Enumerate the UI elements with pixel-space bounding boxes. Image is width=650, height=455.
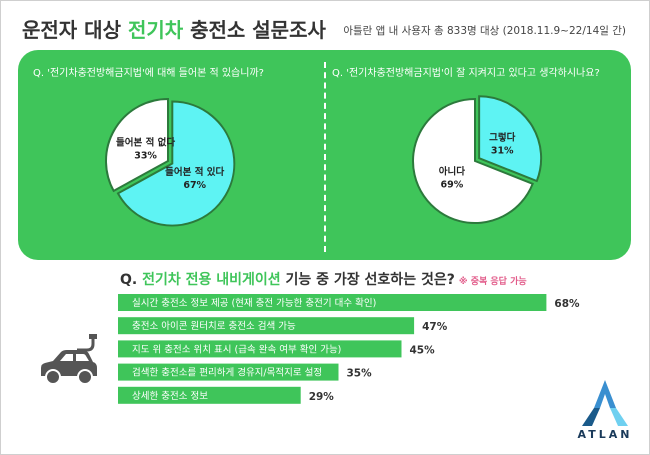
atlan-logo-icon	[582, 380, 628, 426]
bar-category-label: 상세한 충전소 정보	[132, 391, 208, 402]
bar-value-label: 35%	[347, 368, 373, 380]
no-slice-value: 69%	[441, 180, 464, 191]
bar-category-label: 실시간 충전소 정보 제공 (현재 충전 가능한 충전기 대수 확인)	[132, 297, 376, 309]
bar-chart-question: Q. 전기차 전용 내비게이션 기능 중 가장 선호하는 것은? ※ 중복 응답 …	[120, 269, 527, 289]
electric-car-icon	[41, 334, 97, 385]
heard-slice-label: 들어본 적 있다	[165, 166, 224, 178]
not-heard-slice-value: 33%	[134, 151, 157, 162]
heard-slice-value: 67%	[183, 180, 206, 191]
bar-4	[118, 363, 339, 381]
panel-divider	[324, 62, 326, 252]
no-slice-label: 아니다	[439, 166, 465, 178]
bar-3	[118, 340, 402, 358]
bar-category-label: 충전소 아이콘 원터치로 충전소 검색 가능	[132, 320, 296, 332]
pie1-question: Q. '전기차충전방해금지법'에 대해 들어본 적 있습니까?	[33, 68, 264, 79]
title-suffix: 충전소 설문조사	[183, 18, 326, 42]
pie-chart-awareness: 들어본 적 있다 67% 들어본 적 없다 33%	[105, 97, 236, 227]
title-highlight: 전기차	[127, 18, 184, 42]
survey-subtitle: 아틀란 앱 내 사용자 총 833명 대상 (2018.11.9~22/14일 …	[343, 25, 626, 37]
bar-5	[118, 386, 301, 404]
bar-value-label: 68%	[554, 298, 580, 310]
bar-value-label: 47%	[422, 321, 448, 333]
not-heard-slice	[105, 97, 169, 193]
bar-question-suffix: 기능 중 가장 선호하는 것은?	[280, 272, 455, 288]
title-prefix: 운전자 대상	[22, 18, 128, 42]
yes-slice	[478, 95, 543, 183]
bar-value-label: 29%	[309, 391, 335, 403]
bar-category-label: 지도 위 충전소 위치 표시 (급속 완속 여부 확인 가능)	[132, 343, 341, 355]
no-slice	[412, 97, 534, 224]
atlan-logo-text: ATLAN	[577, 428, 633, 441]
yes-slice-value: 31%	[491, 146, 514, 157]
bar-chart-navigation-features: 실시간 충전소 정보 제공 (현재 충전 가능한 충전기 대수 확인) 68% 충전…	[118, 294, 580, 404]
heard-slice	[116, 100, 236, 227]
multiple-answer-note: ※ 중복 응답 가능	[458, 277, 527, 287]
bar-question-prefix: Q.	[120, 272, 143, 288]
pie2-question: Q. '전기차충전방해금지법'이 잘 지켜지고 있다고 생각하시나요?	[332, 68, 600, 79]
yes-slice-label: 그렇다	[489, 132, 515, 144]
pie-chart-compliance: 그렇다 31% 아니다 69%	[412, 95, 543, 224]
bar-2	[118, 317, 415, 335]
bar-1	[118, 294, 547, 311]
bar-value-label: 45%	[410, 344, 436, 356]
bar-category-label: 검색한 충전소를 편리하게 경유지/목적지로 설정	[132, 367, 322, 379]
bar-question-highlight: 전기차 전용 내비게이션	[142, 272, 281, 288]
page-title: 운전자 대상 전기차 충전소 설문조사	[22, 14, 326, 43]
not-heard-slice-label: 들어본 적 없다	[116, 137, 175, 149]
